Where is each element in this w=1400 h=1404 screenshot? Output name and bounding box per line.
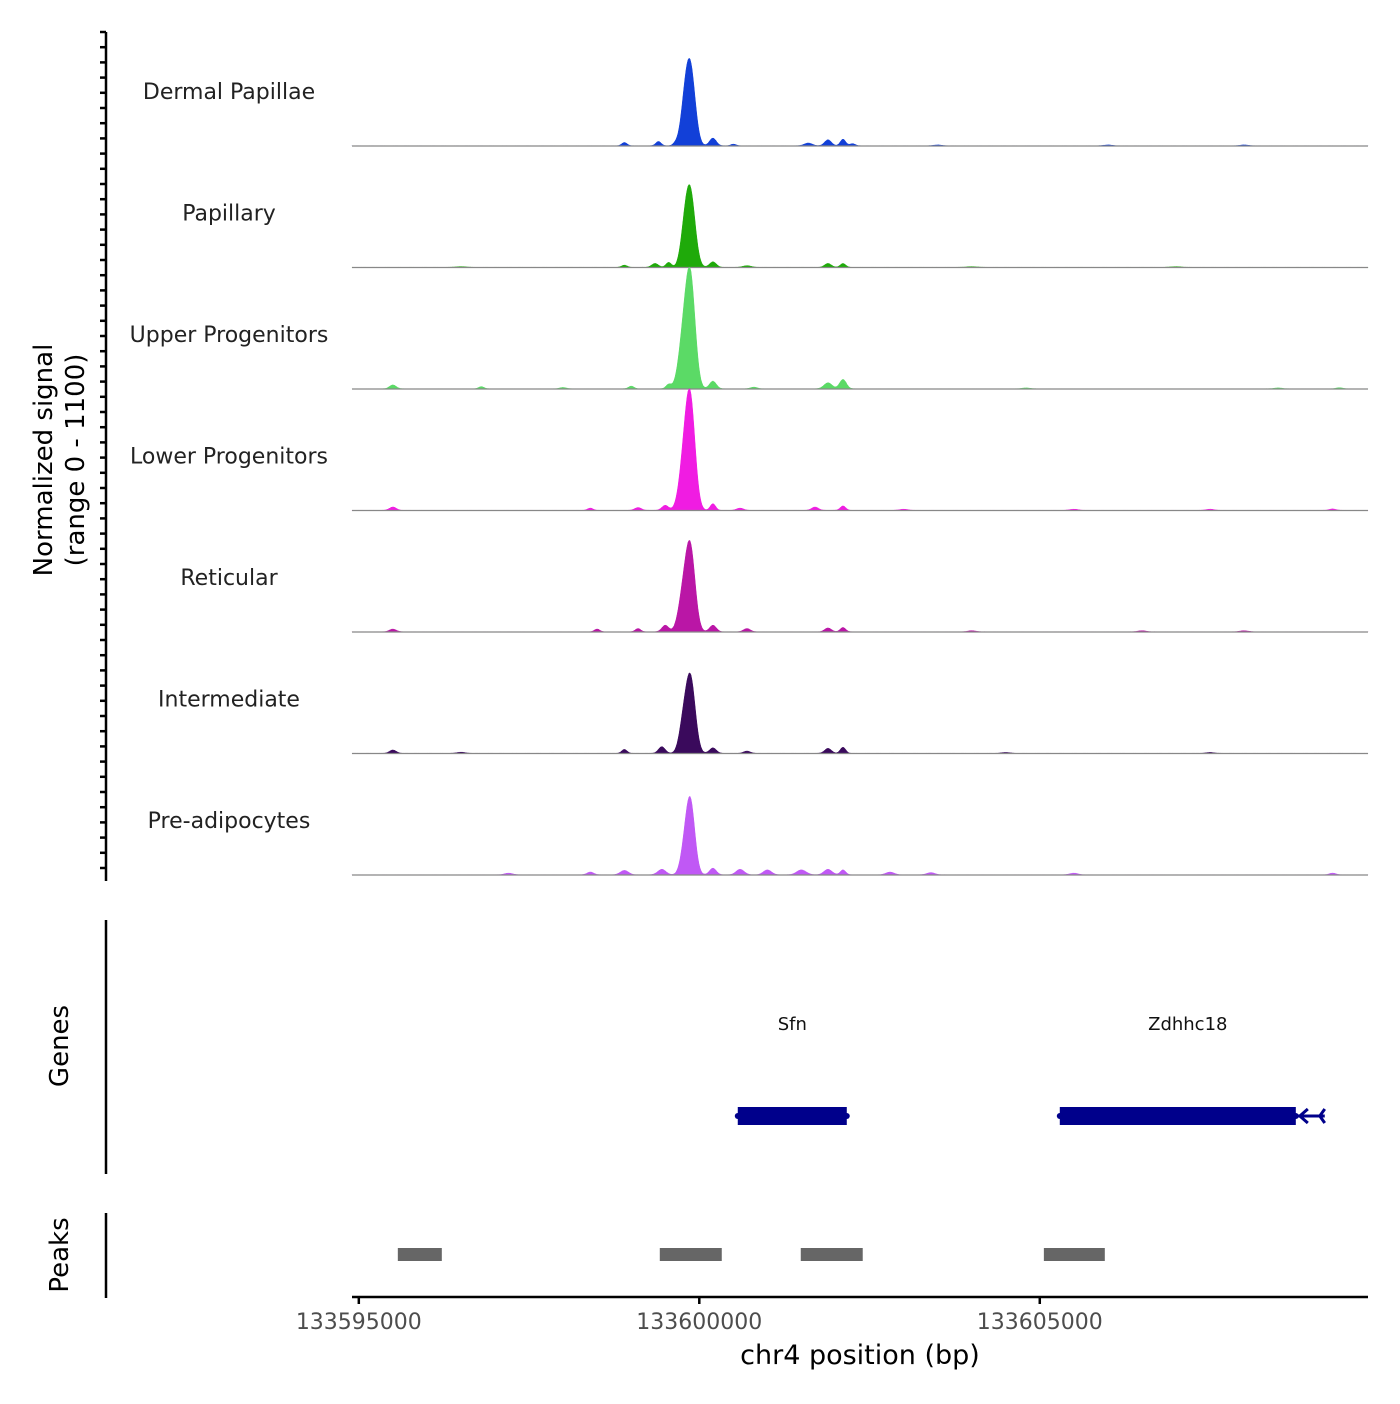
signal-area <box>351 795 1369 876</box>
track-intermediate: Intermediate <box>158 672 1369 755</box>
track-label: Intermediate <box>158 688 300 713</box>
gene-start-cap <box>734 1113 741 1119</box>
peaks-axis-label: Peaks <box>45 1217 75 1292</box>
y-axis-label-line2: (range 0 - 1100) <box>61 354 91 567</box>
peak-region <box>1043 1248 1105 1261</box>
peak-region <box>800 1248 863 1261</box>
signal-area <box>351 57 1369 147</box>
gene-sfn: Sfn <box>734 1014 850 1125</box>
strand-arrow-icon <box>1317 1108 1326 1124</box>
gene-label: Zdhhc18 <box>1148 1014 1227 1035</box>
x-tick-label: 133605000 <box>977 1310 1103 1335</box>
track-papillary: Papillary <box>182 184 1369 269</box>
y-axis-label: Normalized signal (range 0 - 1100) <box>29 344 91 577</box>
gene-body <box>1059 1107 1296 1125</box>
signal-area <box>351 267 1369 390</box>
track-dermal-papillae: Dermal Papillae <box>143 57 1369 147</box>
signal-area <box>351 388 1369 511</box>
track-lower-progenitors: Lower Progenitors <box>130 388 1369 512</box>
track-label: Reticular <box>180 566 278 591</box>
x-tick-label: 133600000 <box>636 1310 762 1335</box>
y-axis-label-line1: Normalized signal <box>29 344 59 577</box>
track-label: Upper Progenitors <box>130 323 329 348</box>
gene-start-cap <box>1056 1113 1063 1119</box>
signal-area <box>351 184 1369 268</box>
strand-arrow-icon <box>1297 1107 1309 1125</box>
gene-zdhhc18: Zdhhc18 <box>1056 1014 1326 1125</box>
gene-end-cap <box>843 1113 850 1119</box>
peak-region <box>397 1248 442 1261</box>
genes-axis-label: Genes <box>45 1005 75 1087</box>
signal-area <box>351 672 1369 754</box>
track-reticular: Reticular <box>180 540 1369 633</box>
track-label: Dermal Papillae <box>143 80 315 105</box>
signal-area <box>351 540 1369 633</box>
x-axis-label: chr4 position (bp) <box>740 1340 980 1371</box>
gene-body <box>737 1107 847 1125</box>
x-tick-label: 133595000 <box>296 1310 422 1335</box>
track-label: Papillary <box>182 202 276 227</box>
track-label: Lower Progenitors <box>130 445 328 470</box>
gene-label: Sfn <box>778 1014 807 1035</box>
track-upper-progenitors: Upper Progenitors <box>130 267 1369 390</box>
track-label: Pre-adipocytes <box>148 809 311 834</box>
peak-region <box>659 1248 722 1261</box>
track-pre-adipocytes: Pre-adipocytes <box>148 795 1369 876</box>
